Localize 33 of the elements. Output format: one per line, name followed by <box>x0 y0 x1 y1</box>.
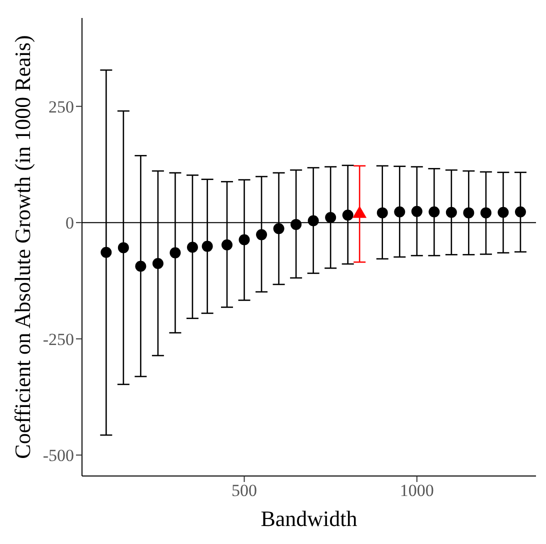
point <box>352 206 367 218</box>
point <box>428 206 440 218</box>
x-tick-label: 500 <box>232 481 258 500</box>
y-tick-label: 250 <box>48 97 74 116</box>
point <box>118 242 129 254</box>
point <box>238 234 250 246</box>
y-tick-label: -500 <box>42 446 74 466</box>
point <box>411 206 422 217</box>
point <box>273 223 284 234</box>
point <box>325 212 336 223</box>
point <box>446 206 457 218</box>
point <box>342 210 354 221</box>
point <box>135 260 146 272</box>
point <box>170 247 181 258</box>
point <box>186 242 198 253</box>
point <box>463 207 474 218</box>
point <box>100 246 112 258</box>
y-tick-label: -250 <box>42 330 74 349</box>
point <box>290 218 302 230</box>
point <box>256 229 268 240</box>
point <box>308 215 319 226</box>
x-tick-label: 1000 <box>400 481 434 500</box>
point <box>514 206 526 218</box>
point <box>222 239 233 250</box>
x-axis-title: Bandwidth <box>260 506 358 531</box>
point <box>394 206 406 218</box>
point <box>480 207 492 218</box>
point <box>202 240 213 252</box>
y-axis-title: Coefficient on Absolute Growth (in 1000 Reais) <box>10 35 35 459</box>
point <box>152 258 164 270</box>
point <box>376 207 388 218</box>
point <box>498 206 509 218</box>
y-tick-label: 0 <box>66 214 74 233</box>
